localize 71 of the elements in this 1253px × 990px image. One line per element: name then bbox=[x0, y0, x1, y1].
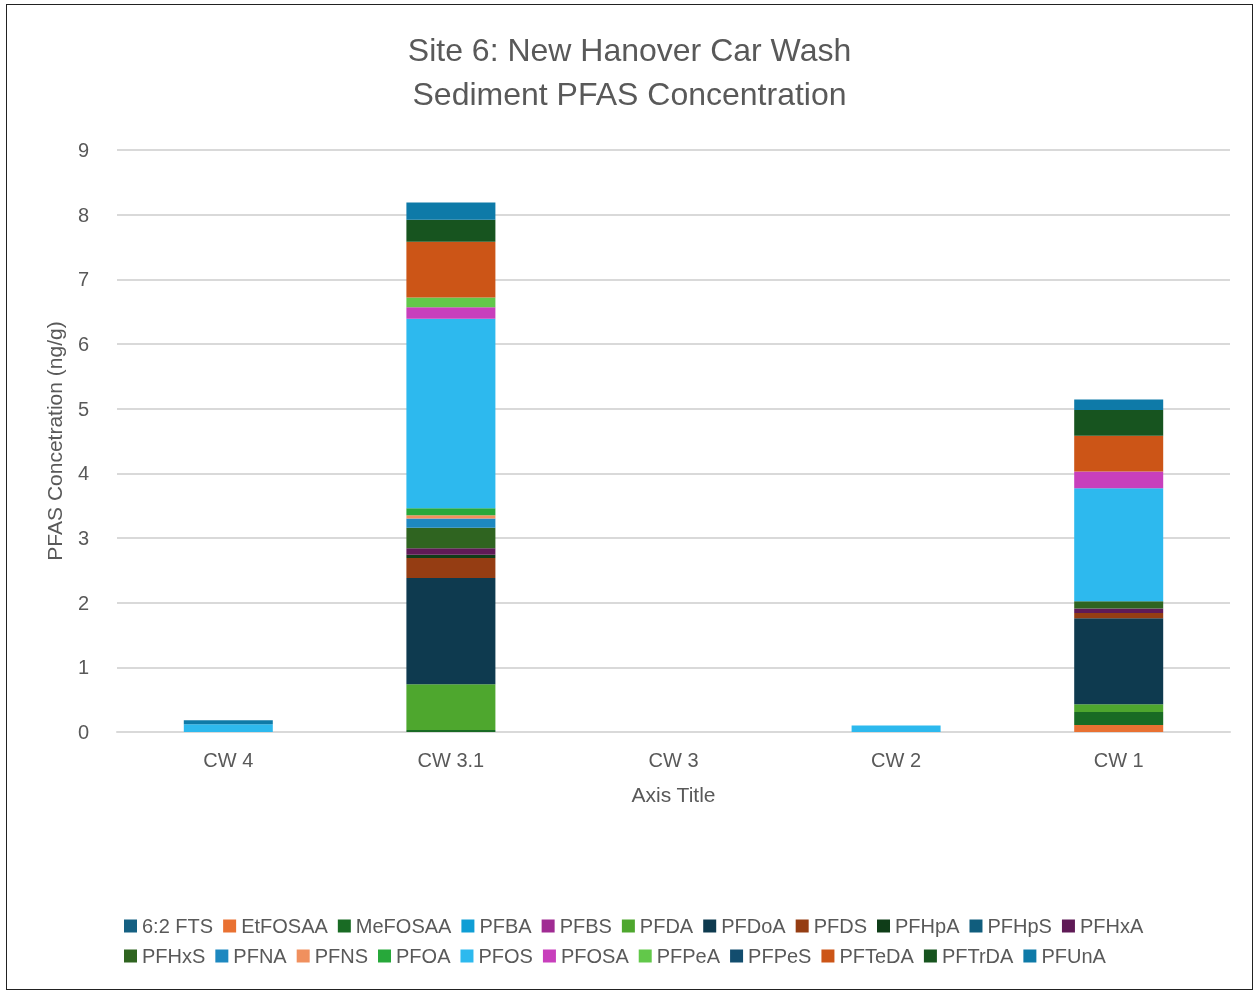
x-tick-label: CW 3 bbox=[648, 749, 699, 771]
bar bbox=[1074, 618, 1164, 705]
bar bbox=[406, 508, 496, 516]
legend-label: PFNS bbox=[314, 945, 369, 967]
legend-label: 6:2 FTS bbox=[142, 915, 214, 937]
chart-subtitle: Sediment PFAS Concentration bbox=[412, 76, 847, 112]
bar bbox=[406, 558, 496, 579]
legend-label: PFPeS bbox=[748, 945, 812, 967]
bar bbox=[406, 684, 496, 731]
bar bbox=[1074, 435, 1164, 472]
bar bbox=[406, 515, 496, 519]
legend-label: PFBA bbox=[479, 915, 533, 937]
y-tick-label: 2 bbox=[77, 591, 89, 614]
legend-label: PFDoA bbox=[721, 915, 787, 937]
bar bbox=[406, 518, 496, 528]
bar bbox=[183, 720, 273, 725]
legend-label: EtFOSAA bbox=[241, 915, 329, 937]
bar bbox=[1074, 601, 1164, 609]
bar bbox=[406, 318, 496, 509]
bar bbox=[406, 578, 496, 685]
legend-label: PFTrDA bbox=[941, 945, 1015, 967]
y-tick-label: 4 bbox=[77, 462, 89, 485]
y-tick-label: 6 bbox=[77, 333, 89, 355]
y-tick-label: 5 bbox=[77, 397, 89, 420]
legend-label: PFHpS bbox=[987, 915, 1052, 937]
bar bbox=[406, 554, 496, 559]
bar bbox=[1074, 704, 1164, 712]
bar bbox=[406, 219, 496, 242]
y-tick-label: 0 bbox=[77, 721, 89, 743]
legend-label: PFDA bbox=[639, 915, 694, 937]
bar bbox=[406, 307, 496, 319]
bar bbox=[1074, 613, 1164, 619]
y-tick-label: 9 bbox=[77, 139, 89, 161]
x-tick-label: CW 1 bbox=[1093, 749, 1144, 771]
bar bbox=[1074, 608, 1164, 614]
legend-label: PFNA bbox=[233, 945, 288, 967]
bar bbox=[406, 297, 496, 308]
bar bbox=[1074, 471, 1164, 489]
x-tick-label: CW 4 bbox=[203, 749, 254, 771]
legend-label: PFPeA bbox=[656, 945, 721, 967]
legend-label: PFHxA bbox=[1079, 915, 1144, 937]
legend-label: PFHxS bbox=[142, 945, 206, 967]
bar bbox=[1074, 409, 1164, 436]
chart-title: Site 6: New Hanover Car Wash bbox=[407, 32, 852, 68]
y-tick-label: 8 bbox=[77, 203, 89, 226]
legend-label: PFTeDA bbox=[839, 945, 915, 967]
bar bbox=[1074, 724, 1164, 732]
x-axis-title: Axis Title bbox=[631, 783, 716, 806]
legend-label: PFOA bbox=[396, 945, 452, 967]
bar bbox=[1074, 711, 1164, 725]
legend-label: PFOSA bbox=[560, 945, 630, 967]
bar bbox=[406, 527, 496, 549]
bar bbox=[406, 241, 496, 298]
y-tick-label: 7 bbox=[77, 268, 89, 291]
bar bbox=[183, 724, 273, 732]
legend-label: PFHpA bbox=[895, 915, 961, 937]
x-tick-label: CW 3.1 bbox=[417, 749, 485, 771]
y-axis-title: PFAS Concetration (ng/g) bbox=[43, 321, 66, 561]
bar bbox=[406, 548, 496, 555]
bar bbox=[851, 725, 941, 732]
bar bbox=[1074, 488, 1164, 602]
bar bbox=[1074, 399, 1164, 410]
bar bbox=[406, 202, 496, 220]
y-tick-label: 3 bbox=[77, 527, 89, 549]
x-tick-label: CW 2 bbox=[871, 749, 922, 771]
legend-label: MeFOSAA bbox=[355, 915, 453, 937]
legend-label: PFUnA bbox=[1041, 945, 1107, 967]
y-tick-label: 1 bbox=[77, 656, 89, 679]
legend-label: PFDS bbox=[813, 915, 868, 937]
legend-label: PFOS bbox=[478, 945, 533, 967]
legend-label: PFBS bbox=[559, 915, 612, 937]
